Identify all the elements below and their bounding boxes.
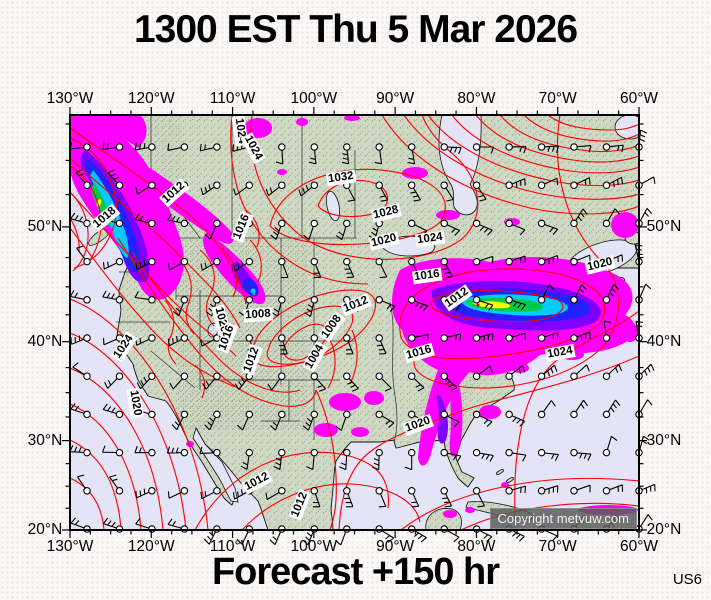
land-bahamas — [506, 477, 514, 483]
forecast-label: Forecast +150 hr — [211, 551, 500, 593]
ungava-bay — [614, 115, 639, 140]
axis-ticks — [62, 107, 647, 538]
wind-barb-layer — [69, 129, 656, 546]
copyright-watermark: Copyright metvuw.com — [489, 508, 637, 529]
page-title: 1300 EST Thu 5 Mar 2026 — [133, 8, 578, 51]
land-bahamas — [496, 469, 504, 475]
model-code: US6 — [672, 571, 702, 588]
hudson-bay — [438, 115, 482, 216]
